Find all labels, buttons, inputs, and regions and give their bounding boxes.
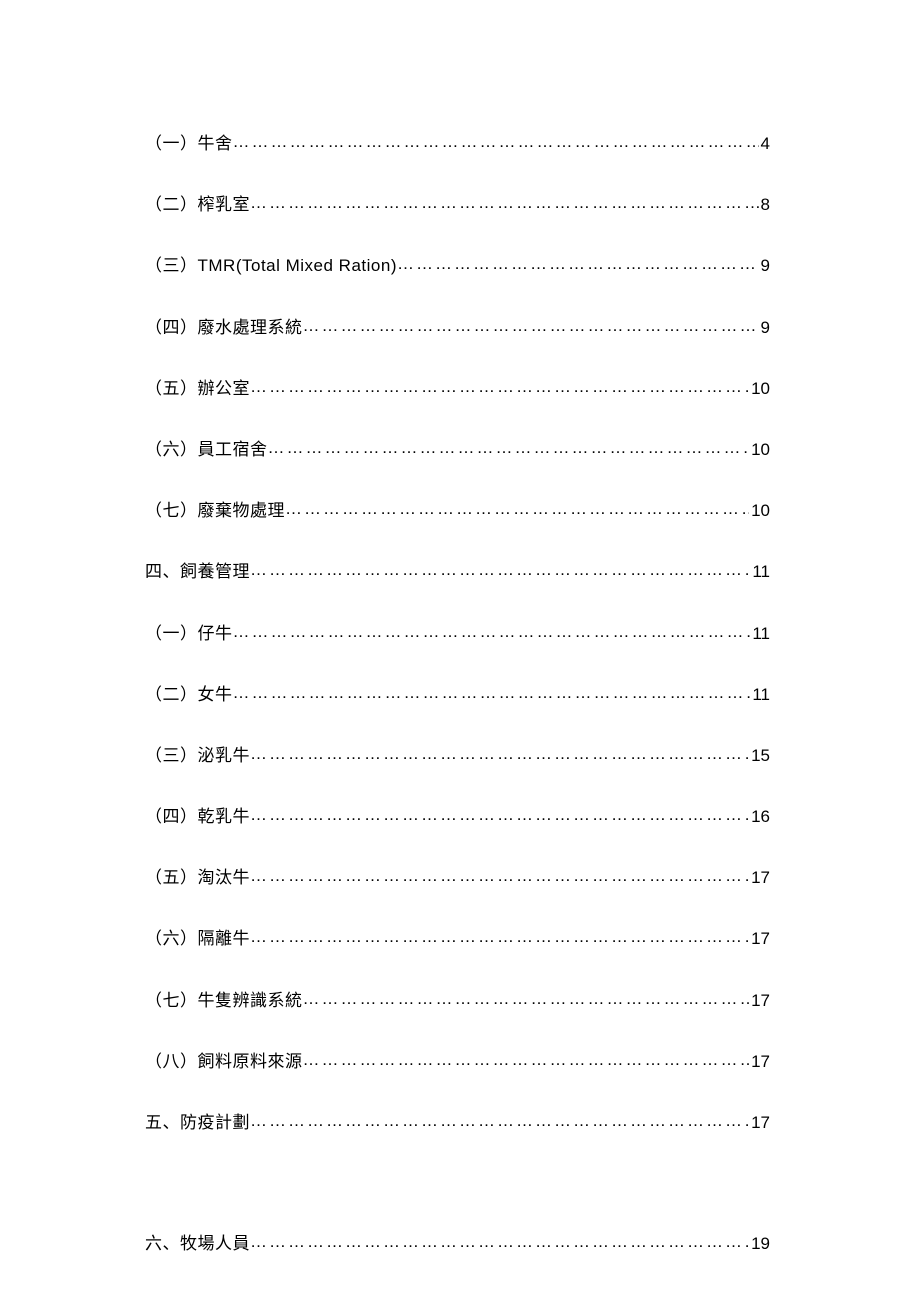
toc-page-number: 4 xyxy=(759,130,770,157)
toc-page-number: 17 xyxy=(749,1048,770,1075)
toc-page-number: 11 xyxy=(750,620,770,647)
toc-page-number: 16 xyxy=(749,803,770,830)
toc-dots xyxy=(233,679,751,706)
toc-page-number: 17 xyxy=(749,1109,770,1136)
toc-dots xyxy=(303,1046,750,1073)
toc-entry: （四）廢水處理系統 9 xyxy=(145,314,770,341)
toc-page-number: 19 xyxy=(749,1230,770,1257)
toc-entry: （一）仔牛 11 xyxy=(145,620,770,647)
toc-entry: 五、防疫計劃 17 xyxy=(145,1109,770,1136)
toc-label: （五）淘汰牛 xyxy=(145,864,250,891)
toc-label: （一）仔牛 xyxy=(145,620,233,647)
toc-label: （一）牛舍 xyxy=(145,130,233,157)
toc-dots xyxy=(250,862,749,889)
toc-dots xyxy=(285,495,749,522)
toc-label: 五、防疫計劃 xyxy=(145,1109,250,1136)
toc-entry: （五）辦公室 10 xyxy=(145,375,770,402)
toc-page-number: 9 xyxy=(759,252,770,279)
toc-label: （六）員工宿舍 xyxy=(145,436,268,463)
toc-entry: （七）牛隻辨識系統 17 xyxy=(145,987,770,1014)
toc-entry: （六）員工宿舍 10 xyxy=(145,436,770,463)
toc-dots xyxy=(250,1107,749,1134)
toc-dots xyxy=(303,985,750,1012)
toc-dots xyxy=(233,128,759,155)
toc-entry: （四）乾乳牛 16 xyxy=(145,803,770,830)
toc-dots xyxy=(397,250,759,277)
toc-entry: （三）泌乳牛 15 xyxy=(145,742,770,769)
toc-label: （二）榨乳室 xyxy=(145,191,250,218)
toc-entry: （一）牛舍 4 xyxy=(145,130,770,157)
toc-label: （七）牛隻辨識系統 xyxy=(145,987,303,1014)
toc-entry: 四、飼養管理 11 xyxy=(145,558,770,585)
toc-label: （四）乾乳牛 xyxy=(145,803,250,830)
toc-entry: （二）榨乳室 8 xyxy=(145,191,770,218)
toc-label: 六、牧場人員 xyxy=(145,1230,250,1257)
toc-label: （六）隔離牛 xyxy=(145,925,250,952)
toc-dots xyxy=(250,740,749,767)
toc-label: （四）廢水處理系統 xyxy=(145,314,303,341)
toc-page-number: 17 xyxy=(749,864,770,891)
toc-label: （二）女牛 xyxy=(145,681,233,708)
toc-page-number: 11 xyxy=(750,558,770,585)
toc-dots xyxy=(250,801,749,828)
toc-label: （三）TMR(Total Mixed Ration) xyxy=(145,252,397,279)
toc-page-number: 17 xyxy=(749,987,770,1014)
toc-page-number: 15 xyxy=(749,742,770,769)
toc-page-number: 9 xyxy=(759,314,770,341)
toc-page-number: 17 xyxy=(749,925,770,952)
toc-page-number: 10 xyxy=(749,497,770,524)
toc-entry: （二）女牛 11 xyxy=(145,681,770,708)
section-gap xyxy=(145,1170,770,1230)
toc-dots xyxy=(268,434,750,461)
table-of-contents: （一）牛舍 4 （二）榨乳室 8 （三）TMR(Total Mixed Ration) … xyxy=(145,130,770,1257)
toc-label: （五）辦公室 xyxy=(145,375,250,402)
toc-dots xyxy=(250,189,759,216)
toc-dots xyxy=(250,1228,749,1255)
toc-page-number: 10 xyxy=(749,436,770,463)
toc-entry: （三）TMR(Total Mixed Ration) 9 xyxy=(145,252,770,279)
toc-label: 四、飼養管理 xyxy=(145,558,250,585)
toc-entry: （五）淘汰牛 17 xyxy=(145,864,770,891)
toc-page-number: 11 xyxy=(750,681,770,708)
toc-page-number: 10 xyxy=(749,375,770,402)
toc-entry: （七）廢棄物處理 10 xyxy=(145,497,770,524)
toc-label: （三）泌乳牛 xyxy=(145,742,250,769)
toc-entry: 六、牧場人員 19 xyxy=(145,1230,770,1257)
toc-dots xyxy=(233,618,751,645)
toc-label: （七）廢棄物處理 xyxy=(145,497,285,524)
toc-label: （八）飼料原料來源 xyxy=(145,1048,303,1075)
toc-entry: （六）隔離牛 17 xyxy=(145,925,770,952)
toc-entry: （八）飼料原料來源 17 xyxy=(145,1048,770,1075)
toc-dots xyxy=(250,556,750,583)
toc-dots xyxy=(303,312,759,339)
toc-dots xyxy=(250,373,749,400)
toc-page-number: 8 xyxy=(759,191,770,218)
toc-dots xyxy=(250,923,749,950)
